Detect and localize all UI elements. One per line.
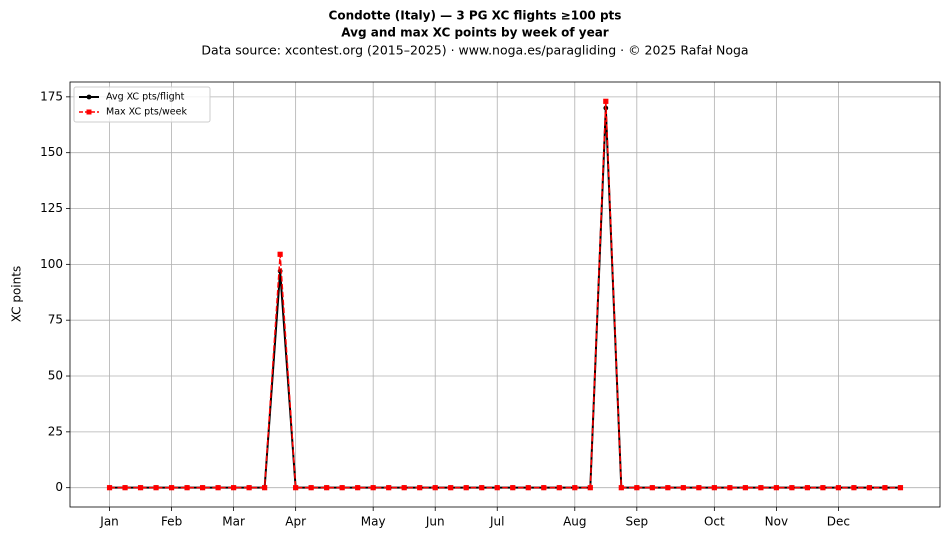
marker	[168, 485, 175, 491]
marker	[262, 485, 268, 491]
marker	[355, 485, 361, 491]
y-tick-label: 25	[48, 424, 63, 438]
x-tick-label: Jul	[489, 515, 504, 529]
marker	[603, 98, 609, 104]
x-tick-label: Oct	[704, 515, 725, 529]
legend-marker	[86, 94, 92, 100]
marker	[882, 485, 888, 491]
marker	[246, 485, 252, 491]
x-tick-label: Aug	[563, 515, 586, 529]
y-tick-label: 150	[40, 145, 63, 159]
marker	[742, 485, 748, 491]
x-tick-label: Jan	[99, 515, 119, 529]
marker	[184, 485, 190, 491]
marker	[386, 485, 392, 491]
marker	[370, 485, 376, 491]
y-tick-label: 50	[48, 369, 63, 383]
legend: Avg XC pts/flight Max XC pts/week	[73, 86, 211, 123]
series	[107, 105, 903, 491]
marker	[339, 485, 345, 491]
series-line	[109, 101, 901, 489]
marker	[572, 485, 578, 491]
plot-frame	[69, 81, 941, 508]
y-tick-label: 125	[40, 201, 63, 215]
y-tick-label: 100	[40, 257, 63, 271]
marker	[494, 485, 500, 491]
marker	[277, 251, 283, 257]
x-tick-label: Jun	[425, 515, 445, 529]
marker	[835, 485, 842, 491]
marker	[556, 485, 562, 491]
x-tick-label: Feb	[161, 515, 182, 529]
marker	[618, 485, 624, 491]
marker	[293, 485, 299, 491]
marker	[649, 485, 655, 491]
marker	[463, 485, 469, 491]
marker	[525, 485, 531, 491]
marker	[122, 485, 128, 491]
legend-label: Max XC pts/week	[106, 107, 187, 118]
marker	[510, 485, 516, 491]
legend-marker	[86, 109, 92, 115]
marker	[199, 485, 206, 491]
marker	[758, 485, 764, 491]
marker	[727, 485, 733, 491]
marker	[432, 485, 438, 491]
marker	[448, 485, 454, 491]
marker	[680, 485, 686, 491]
y-tick-label: 75	[48, 313, 63, 327]
marker	[866, 485, 873, 491]
marker	[106, 485, 113, 491]
marker	[417, 485, 423, 491]
chart-caption: Data source: xcontest.org (2015–2025) · …	[201, 43, 748, 58]
x-tick-label: Mar	[222, 515, 245, 529]
marker	[401, 485, 407, 491]
marker	[634, 485, 640, 491]
chart-subtitle: Avg and max XC points by week of year	[341, 26, 609, 40]
legend-label: Avg XC pts/flight	[106, 92, 185, 103]
marker	[711, 485, 717, 491]
marker	[804, 485, 811, 491]
chart-title: Condotte (Italy) — 3 PG XC flights ≥100 …	[329, 9, 622, 23]
marker	[215, 485, 221, 491]
x-tick-label: Apr	[285, 515, 306, 529]
y-axis-label: XC points	[10, 266, 24, 322]
x-tick-label: Nov	[765, 515, 788, 529]
marker	[324, 485, 330, 491]
x-tick-label: Sep	[626, 515, 649, 529]
marker	[696, 485, 702, 491]
y-tick-label: 175	[40, 89, 63, 103]
marker	[665, 485, 671, 491]
marker	[231, 485, 237, 491]
marker	[479, 485, 485, 491]
x-tick-label: Dec	[827, 515, 850, 529]
marker	[820, 485, 826, 491]
marker	[137, 485, 144, 491]
marker	[851, 485, 857, 491]
legend-frame	[73, 86, 211, 123]
marker	[541, 485, 547, 491]
marker	[773, 485, 779, 491]
marker	[308, 485, 314, 491]
y-tick-label: 0	[55, 480, 63, 494]
series-line	[109, 107, 901, 489]
marker	[153, 485, 159, 491]
marker	[587, 485, 593, 491]
x-tick-label: May	[361, 515, 386, 529]
series	[106, 98, 904, 491]
marker	[789, 485, 795, 491]
marker	[897, 485, 904, 491]
